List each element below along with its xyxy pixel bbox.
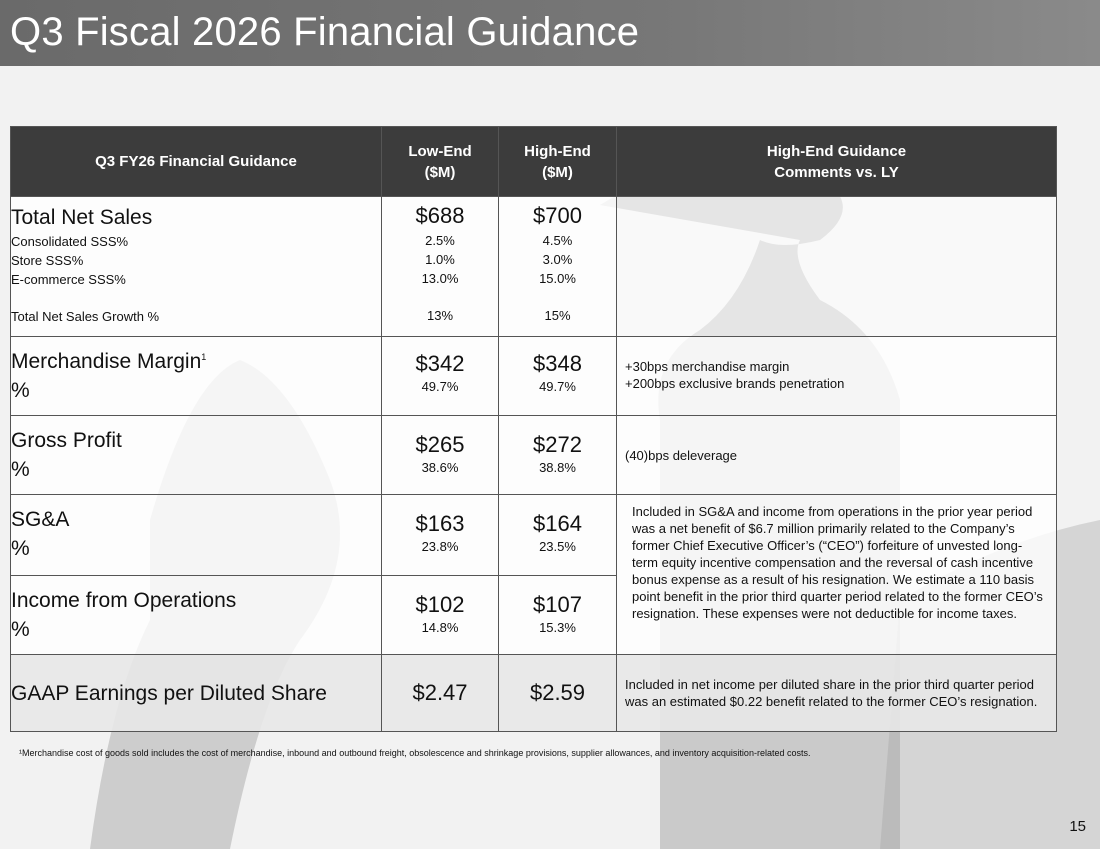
ecommerce-sss-high: 15.0% xyxy=(539,271,576,286)
ecommerce-sss-label: E-commerce SSS% xyxy=(11,272,126,287)
merch-margin-pct-label: % xyxy=(11,379,30,402)
table-row-sga: SG&A % $163 23.8% $164 23.5% Included in… xyxy=(10,494,1057,655)
net-sales-comment-cell xyxy=(616,196,1057,337)
income-ops-high-pct: 15.3% xyxy=(539,620,576,635)
merch-margin-comment-cell: +30bps merchandise margin +200bps exclus… xyxy=(616,336,1057,416)
consolidated-sss-label: Consolidated SSS% xyxy=(11,234,129,249)
income-ops-label: Income from Operations xyxy=(11,589,237,612)
store-sss-label: Store SSS% xyxy=(11,253,84,268)
table-row-net-sales: Total Net Sales Consolidated SSS% Store … xyxy=(10,196,1057,337)
merch-margin-comment-2: +200bps exclusive brands penetration xyxy=(625,376,845,391)
merch-margin-label: Merchandise Margin1 xyxy=(11,350,207,373)
income-ops-low-pct: 14.8% xyxy=(421,620,459,635)
net-sales-growth-high: 15% xyxy=(544,308,571,323)
merch-margin-low-pct: 49.7% xyxy=(421,379,459,394)
eps-low-cell: $2.47 xyxy=(381,654,499,732)
income-ops-pct-label: % xyxy=(11,618,30,641)
gross-profit-label-cell: Gross Profit % xyxy=(10,415,382,495)
gross-profit-pct-label: % xyxy=(11,458,30,481)
eps-high: $2.59 xyxy=(529,680,586,705)
gross-profit-low: $265 xyxy=(415,432,465,457)
sga-high-pct: 23.5% xyxy=(539,539,576,554)
ecommerce-sss-low: 13.0% xyxy=(421,271,459,286)
sga-label: SG&A xyxy=(11,508,70,531)
sga-low-cell: $163 23.8% xyxy=(381,494,499,576)
net-sales-low: $688 xyxy=(415,203,465,228)
sga-low: $163 xyxy=(415,511,465,536)
gross-profit-comment-cell: (40)bps deleverage xyxy=(616,415,1057,495)
eps-label: GAAP Earnings per Diluted Share xyxy=(11,681,327,705)
eps-label-cell: GAAP Earnings per Diluted Share xyxy=(10,654,382,732)
page-number: 15 xyxy=(1069,818,1086,835)
gross-profit-high-cell: $272 38.8% xyxy=(498,415,617,495)
store-sss-low: 1.0% xyxy=(425,252,455,267)
eps-comment-cell: Included in net income per diluted share… xyxy=(616,654,1057,732)
net-sales-growth-label: Total Net Sales Growth % xyxy=(11,309,160,324)
net-sales-label: Total Net Sales xyxy=(11,206,153,229)
net-sales-high-cell: $700 4.5% 3.0% 15.0% 15% xyxy=(498,196,617,337)
income-ops-high: $107 xyxy=(533,592,582,617)
merch-margin-label-cell: Merchandise Margin1 % xyxy=(10,336,382,416)
table-header-row: Q3 FY26 Financial Guidance Low-End ($M) H… xyxy=(10,126,1057,197)
income-ops-low: $102 xyxy=(415,592,465,617)
sga-high-cell: $164 23.5% xyxy=(498,494,617,576)
gross-profit-high-pct: 38.8% xyxy=(539,460,576,475)
header-low-end: Low-End ($M) xyxy=(381,126,499,197)
guidance-table: Q3 FY26 Financial Guidance Low-End ($M) H… xyxy=(10,126,1057,732)
merch-margin-high-cell: $348 49.7% xyxy=(498,336,617,416)
table-row-gross-profit: Gross Profit % $265 38.6% $272 38.8% (40… xyxy=(10,415,1057,495)
merch-margin-low-cell: $342 49.7% xyxy=(381,336,499,416)
title-bar: Q3 Fiscal 2026 Financial Guidance xyxy=(0,0,1100,66)
store-sss-high: 3.0% xyxy=(542,252,573,267)
net-sales-growth-low: 13% xyxy=(426,308,454,323)
merch-margin-high: $348 xyxy=(533,351,582,376)
net-sales-label-cell: Total Net Sales Consolidated SSS% Store … xyxy=(10,196,382,337)
gross-profit-high: $272 xyxy=(533,432,582,457)
table-row-eps: GAAP Earnings per Diluted Share $2.47 $2… xyxy=(10,654,1057,732)
footnote: ¹Merchandise cost of goods sold includes… xyxy=(19,748,811,758)
header-high-end: High-End ($M) xyxy=(498,126,617,197)
table-row-income-ops: Income from Operations % $102 14.8% $107… xyxy=(10,575,1057,655)
gross-profit-comment: (40)bps deleverage xyxy=(625,447,738,463)
merch-margin-comment-1: +30bps merchandise margin xyxy=(625,359,790,374)
income-ops-high-cell: $107 15.3% xyxy=(498,575,617,655)
sga-label-cell: SG&A % xyxy=(10,494,382,576)
merch-margin-low: $342 xyxy=(415,351,465,376)
sga-low-pct: 23.8% xyxy=(421,539,459,554)
income-ops-label-cell: Income from Operations % xyxy=(10,575,382,655)
gross-profit-low-cell: $265 38.6% xyxy=(381,415,499,495)
consolidated-sss-high: 4.5% xyxy=(542,233,573,248)
eps-low: $2.47 xyxy=(412,680,468,705)
net-sales-high: $700 xyxy=(533,203,582,228)
gross-profit-label: Gross Profit xyxy=(11,429,122,452)
gross-profit-low-pct: 38.6% xyxy=(421,460,459,475)
merch-margin-high-pct: 49.7% xyxy=(539,379,576,394)
sga-income-comment-cell: Included in SG&A and income from operati… xyxy=(616,494,1057,655)
sga-high: $164 xyxy=(533,511,582,536)
income-ops-low-cell: $102 14.8% xyxy=(381,575,499,655)
table-row-merch-margin: Merchandise Margin1 % $342 49.7% $348 49… xyxy=(10,336,1057,416)
consolidated-sss-low: 2.5% xyxy=(425,233,455,248)
eps-high-cell: $2.59 xyxy=(498,654,617,732)
sga-pct-label: % xyxy=(11,537,30,560)
slide-title: Q3 Fiscal 2026 Financial Guidance xyxy=(10,10,640,54)
footnote-marker: 1 xyxy=(201,352,207,362)
header-comments: High-End Guidance Comments vs. LY xyxy=(616,126,1057,197)
eps-comment: Included in net income per diluted share… xyxy=(625,677,1038,709)
sga-comment: Included in SG&A and income from operati… xyxy=(632,504,1043,621)
header-guidance: Q3 FY26 Financial Guidance xyxy=(10,126,382,197)
net-sales-low-cell: $688 2.5% 1.0% 13.0% 13% xyxy=(381,196,499,337)
